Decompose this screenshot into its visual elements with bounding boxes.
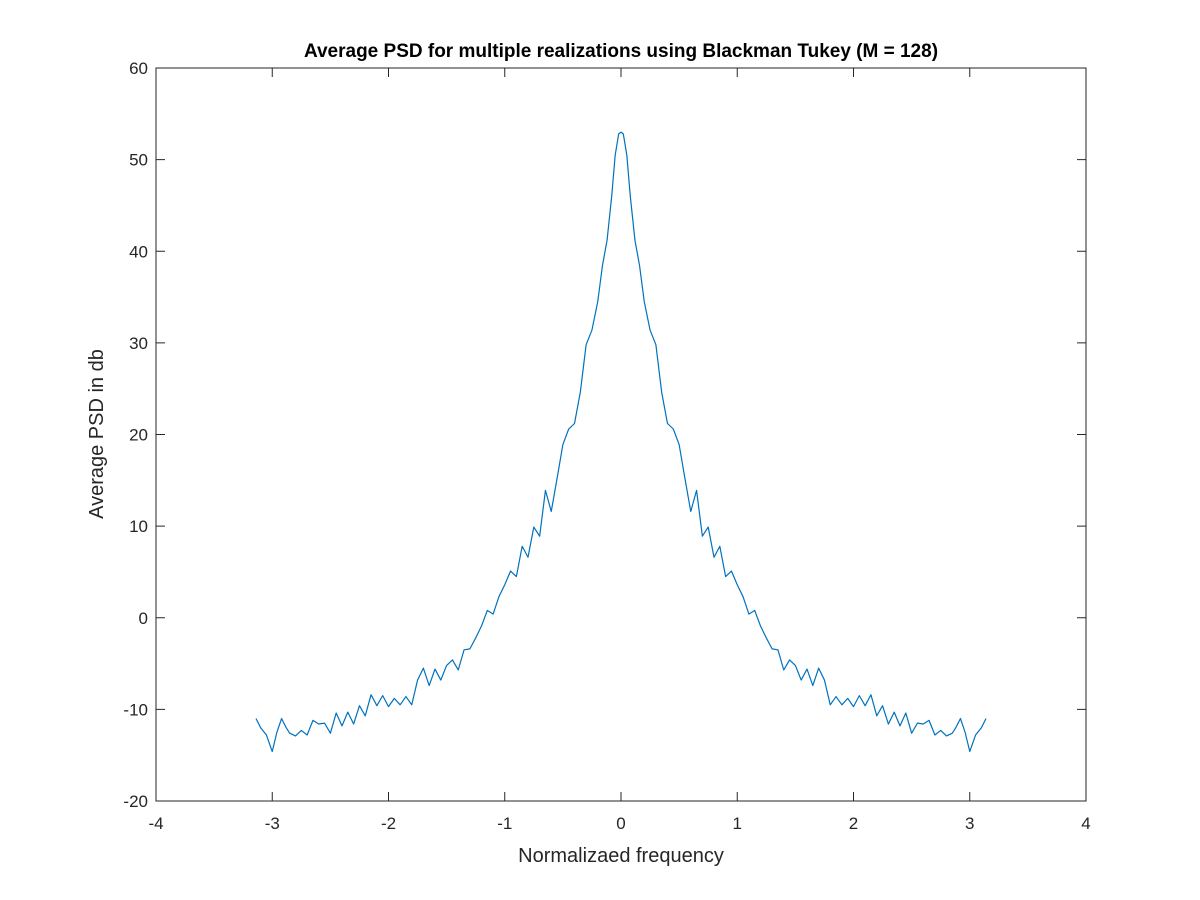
y-tick-label: -10 [123,700,148,719]
y-tick-label: 60 [129,59,148,78]
x-tick-label: -4 [148,814,163,833]
x-tick-label: -2 [381,814,396,833]
x-tick-label: -3 [265,814,280,833]
y-axis-label: Average PSD in db [86,349,108,519]
y-axis-ticks: -20 -10 0 10 20 30 40 50 60 [123,59,1086,811]
y-tick-label: 0 [139,609,148,628]
x-axis-ticks: -4 -3 -2 -1 0 1 2 3 4 [148,68,1091,833]
psd-series-line [255,131,987,753]
chart-title: Average PSD for multiple realizations us… [304,41,938,62]
plot-area-background [156,68,1086,801]
y-tick-label: 50 [129,151,148,170]
y-tick-label: 10 [129,517,148,536]
x-axis-label: Normalizaed frequency [518,845,724,867]
y-tick-label: 40 [129,242,148,261]
y-tick-label: 20 [129,426,148,445]
x-tick-label: -1 [497,814,512,833]
y-tick-label: 30 [129,334,148,353]
x-tick-label: 0 [616,814,625,833]
x-tick-label: 3 [965,814,974,833]
x-tick-label: 1 [733,814,742,833]
x-tick-label: 4 [1081,814,1090,833]
y-tick-label: -20 [123,792,148,811]
plot-content [255,131,987,753]
x-tick-label: 2 [849,814,858,833]
